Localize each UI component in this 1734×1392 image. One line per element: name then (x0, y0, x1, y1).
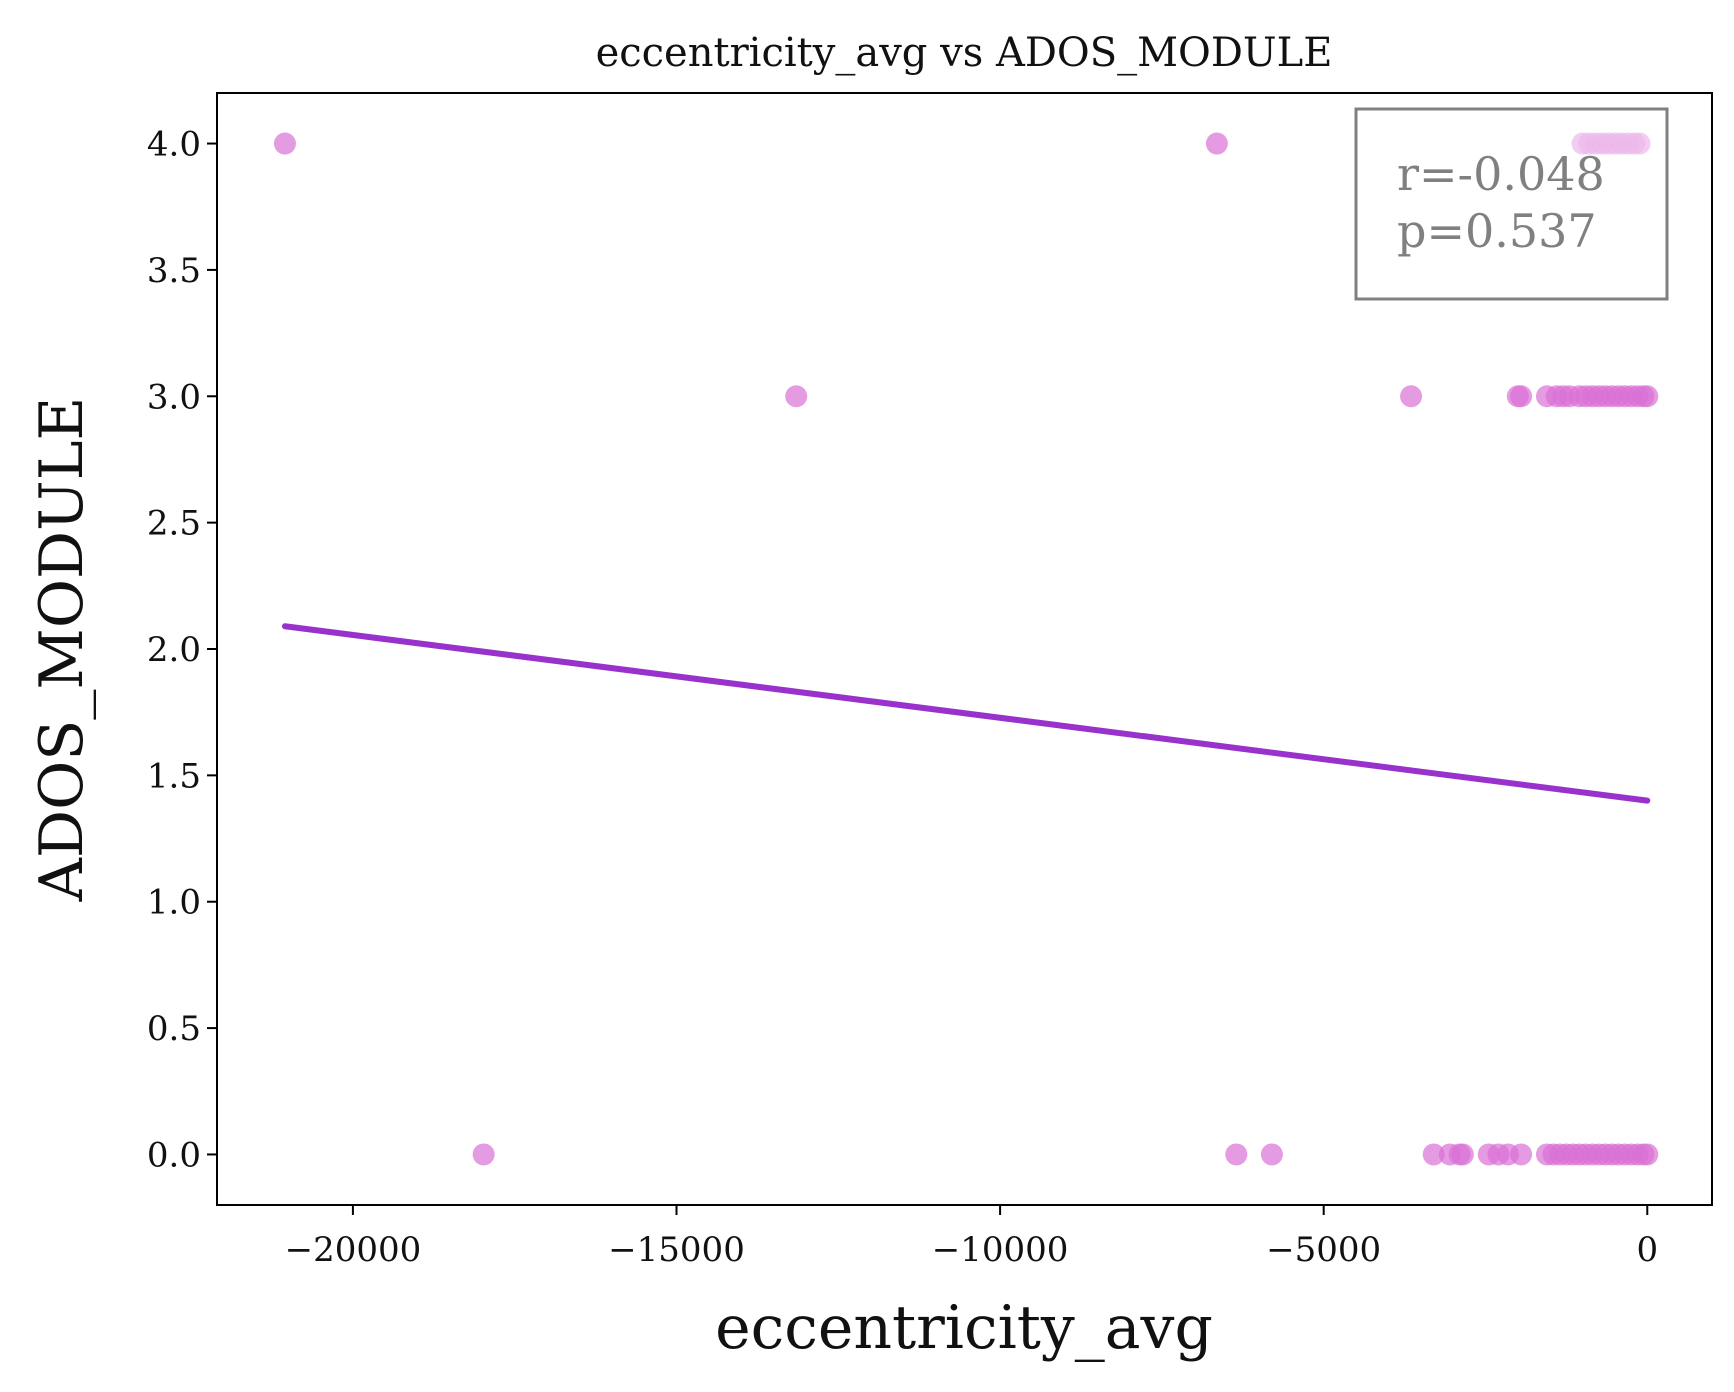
y-tick-label: 4.0 (147, 125, 201, 165)
scatter-point-1 (1205, 132, 1228, 155)
y-tick-label: 1.0 (147, 883, 201, 923)
scatter-point-31 (1636, 385, 1659, 408)
stats-annotation: r=-0.048 p=0.537 (1354, 107, 1669, 301)
scatter-point-15 (1510, 385, 1533, 408)
stats-p-value: p=0.537 (1397, 204, 1597, 258)
y-tick-label: 2.5 (147, 504, 201, 544)
y-tick-label: 2.0 (147, 630, 201, 670)
scatter-point-35 (1422, 1143, 1445, 1166)
scatter-point-32 (472, 1143, 495, 1166)
y-tick-label: 3.0 (147, 377, 201, 417)
x-axis-ticks: −20000 −15000 −10000 −5000 0 (285, 1205, 1658, 1270)
x-tick-label: −20000 (285, 1230, 422, 1270)
x-tick-label: −10000 (932, 1230, 1069, 1270)
scatter-point-0 (273, 132, 296, 155)
y-axis-label: ADOS_MODULE (27, 397, 97, 903)
regression-line (281, 623, 1651, 804)
x-tick-label: 0 (1636, 1230, 1658, 1270)
scatter-point-12 (785, 385, 808, 408)
scatter-point-42 (1510, 1143, 1533, 1166)
stats-box (1354, 107, 1669, 301)
x-tick-label: −15000 (608, 1230, 745, 1270)
scatter-point-34 (1260, 1143, 1283, 1166)
y-tick-label: 0.5 (147, 1009, 201, 1049)
x-axis-label: eccentricity_avg (715, 1293, 1213, 1363)
scatter-point-38 (1451, 1143, 1474, 1166)
y-tick-label: 0.0 (147, 1135, 201, 1175)
scatter-point-59 (1636, 1143, 1659, 1166)
stats-r-value: r=-0.048 (1397, 147, 1605, 201)
y-tick-label: 3.5 (147, 251, 201, 291)
y-axis-ticks: 0.0 0.5 1.0 1.5 2.0 2.5 3.0 3.5 4.0 (147, 125, 217, 1175)
scatter-point-33 (1225, 1143, 1248, 1166)
y-tick-label: 1.5 (147, 756, 201, 796)
x-tick-label: −5000 (1266, 1230, 1381, 1270)
chart-title: eccentricity_avg vs ADOS_MODULE (596, 30, 1333, 76)
scatter-point-13 (1400, 385, 1423, 408)
